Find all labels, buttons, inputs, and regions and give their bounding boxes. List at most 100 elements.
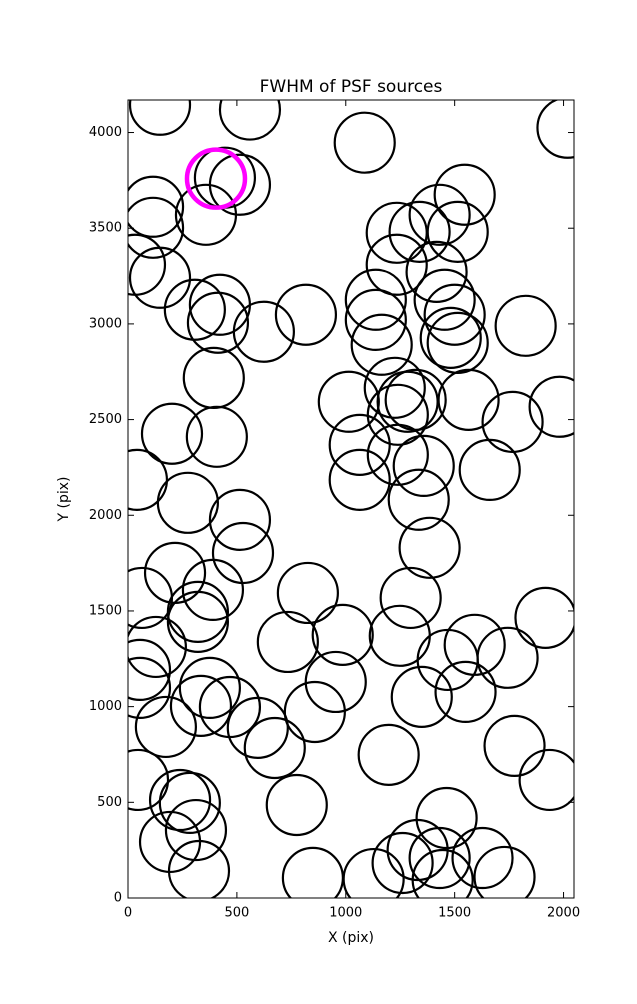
source-circle — [274, 283, 338, 346]
source-circle — [371, 831, 434, 895]
source-circle — [413, 268, 476, 331]
source-circle — [128, 100, 192, 136]
source-circle — [518, 748, 574, 812]
source-circle — [281, 846, 344, 898]
source-circle — [328, 448, 391, 511]
source-circle — [333, 111, 396, 174]
source-circle — [411, 848, 474, 898]
source-circle — [148, 768, 212, 832]
source-circle — [128, 615, 187, 679]
source-circle — [419, 306, 482, 369]
y-tick-label: 2500 — [89, 412, 122, 427]
chart-title: FWHM of PSF sources — [260, 77, 443, 97]
source-circle — [342, 847, 405, 898]
x-tick-label: 500 — [224, 906, 249, 921]
source-circle — [379, 566, 442, 630]
source-circle — [182, 346, 245, 409]
source-circle — [163, 278, 226, 341]
source-circle — [434, 660, 497, 723]
source-circle — [311, 603, 374, 666]
plot-area — [128, 100, 574, 898]
source-circle — [208, 488, 272, 551]
source-circle — [363, 356, 426, 419]
source-circle — [128, 566, 174, 630]
source-circle — [473, 845, 536, 898]
source-circle — [166, 580, 230, 644]
source-circle — [344, 288, 407, 351]
source-circle — [437, 368, 500, 431]
x-axis-label: X (pix) — [328, 930, 374, 946]
source-circle — [167, 839, 231, 898]
source-circle — [384, 368, 447, 431]
source-circle — [134, 695, 197, 759]
source-circle — [164, 798, 228, 862]
source-circle — [243, 716, 306, 780]
source-circle — [128, 748, 170, 812]
source-circle — [443, 613, 506, 676]
source-circle — [128, 175, 185, 238]
y-tick-label: 2000 — [89, 508, 122, 523]
source-circle — [458, 438, 521, 502]
source-circle — [211, 521, 275, 585]
source-circle — [368, 604, 431, 667]
source-circle — [232, 300, 295, 363]
y-axis-label: Y (pix) — [56, 477, 72, 523]
y-tick-label: 0 — [114, 891, 122, 906]
source-circle — [128, 196, 185, 259]
source-circle — [494, 294, 557, 357]
source-circle — [283, 680, 346, 744]
x-tick-label: 1500 — [438, 906, 471, 921]
source-circle — [476, 626, 539, 689]
source-circle — [451, 826, 514, 890]
source-circle — [514, 586, 574, 649]
y-tick-label: 4000 — [89, 125, 122, 140]
source-circle — [483, 714, 546, 777]
source-circle — [357, 723, 420, 786]
source-circle — [328, 413, 391, 476]
axes-frame — [127, 99, 575, 899]
y-tick-label: 500 — [97, 795, 122, 810]
source-circle — [128, 656, 172, 719]
source-circle — [178, 656, 241, 719]
source-circle — [365, 233, 428, 296]
source-circle — [392, 434, 455, 497]
source-circle — [140, 402, 204, 465]
source-circle — [387, 468, 450, 531]
source-circle — [350, 313, 413, 376]
source-circle — [218, 100, 282, 141]
source-circle — [408, 826, 471, 890]
source-circle — [276, 561, 339, 625]
x-tick-label: 2000 — [547, 906, 580, 921]
source-circle — [265, 773, 328, 837]
source-circle — [256, 610, 319, 674]
source-circle — [423, 283, 486, 346]
source-circle — [174, 183, 238, 246]
x-tick-label: 1000 — [329, 906, 362, 921]
x-tick-label: 0 — [124, 906, 132, 921]
y-tick-label: 1500 — [89, 603, 122, 618]
source-circle — [390, 665, 453, 728]
source-circle — [128, 638, 172, 701]
source-circle — [169, 674, 233, 737]
source-circle — [481, 390, 544, 453]
source-circle — [366, 383, 429, 446]
source-circle — [317, 370, 380, 433]
source-circle — [344, 268, 407, 331]
source-circle — [181, 558, 245, 621]
y-tick-label: 3000 — [89, 316, 122, 331]
source-circle — [528, 375, 574, 438]
source-circle — [156, 471, 219, 534]
y-tick-label: 3500 — [89, 221, 122, 236]
source-circle — [388, 200, 451, 263]
source-circle — [536, 100, 574, 159]
source-circle — [128, 233, 167, 296]
source-circle — [408, 183, 471, 246]
source-circle — [426, 200, 489, 263]
source-circle — [128, 246, 192, 309]
source-circle — [398, 516, 461, 579]
source-circle — [186, 291, 250, 354]
source-circle — [166, 590, 230, 653]
highlight-circle — [184, 147, 248, 210]
y-tick-label: 1000 — [89, 699, 122, 714]
